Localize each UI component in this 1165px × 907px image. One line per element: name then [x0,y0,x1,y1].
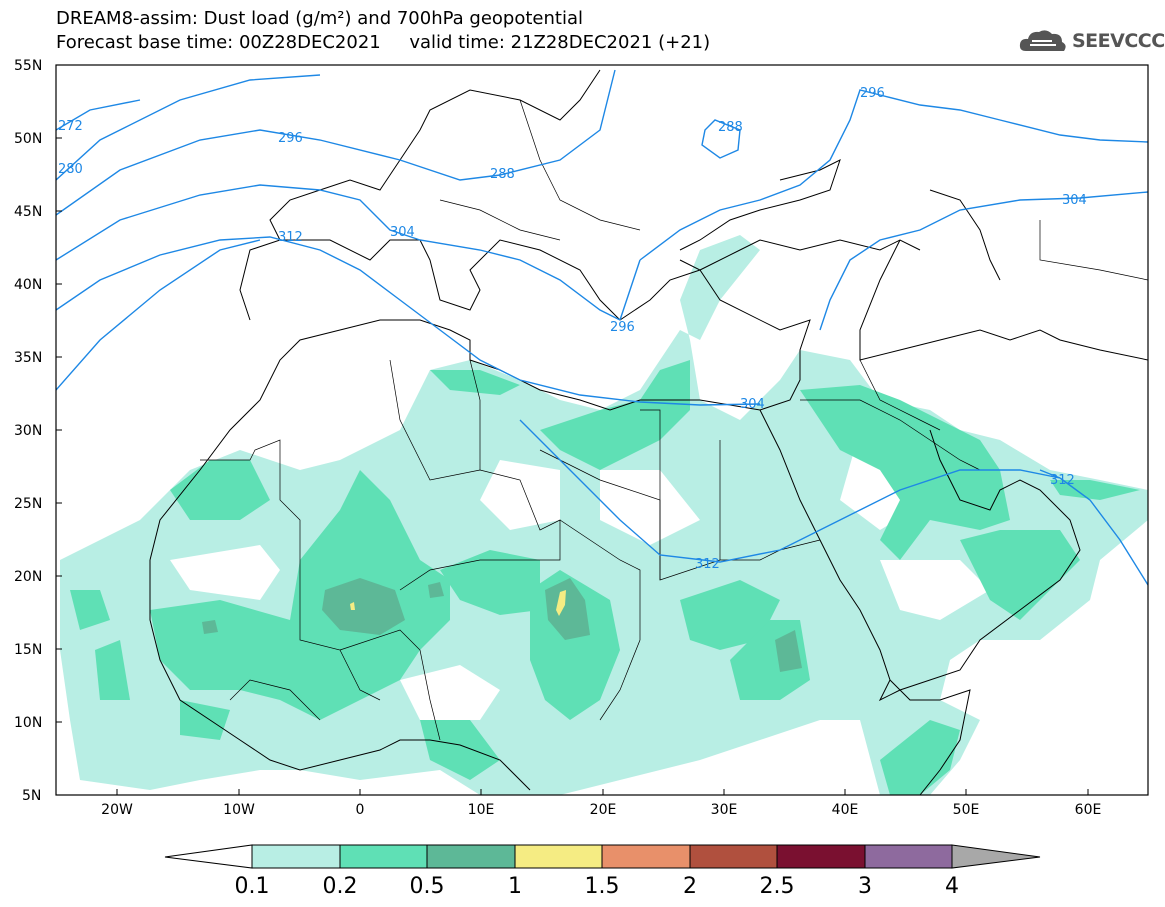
colorbar-bin-2 [339,844,428,869]
svg-text:40E: 40E [832,802,859,818]
colorbar-bin-1 [251,844,341,869]
colorbar-labels: 0.1 0.2 0.5 1 1.5 2 2.5 3 4 [235,874,960,899]
svg-text:10E: 10E [468,802,495,818]
svg-text:20N: 20N [14,569,42,585]
svg-text:30N: 30N [14,423,42,439]
svg-text:0.1: 0.1 [235,874,270,899]
svg-text:312: 312 [278,230,303,245]
colorbar-bin-5 [601,844,691,869]
svg-text:35N: 35N [14,350,42,366]
colorbar-bin-7 [776,844,866,869]
svg-text:10N: 10N [14,715,42,731]
colorbar-bin-3 [426,844,516,869]
svg-text:2: 2 [683,874,697,899]
map-plot-area: 272 280 296 288 296 288 304 312 296 304 … [56,65,1148,795]
colorbar-bin-8 [864,844,953,869]
svg-text:312: 312 [1050,473,1075,488]
longitude-labels: 20W 10W 0 10E 20E 30E 40E 50E 60E [101,802,1101,818]
svg-text:40N: 40N [14,277,42,293]
latitude-axis [56,64,62,723]
geopotential-contours [56,69,1148,586]
svg-text:60E: 60E [1075,802,1102,818]
logo-text: SEEVCCC [1072,30,1165,52]
colorbar-bin-4 [514,844,603,869]
svg-text:0.2: 0.2 [323,874,358,899]
svg-text:304: 304 [740,397,765,412]
colorbar-over-arrow [951,844,1041,869]
svg-text:45N: 45N [14,204,42,220]
seevccc-logo: SEEVCCC [1018,27,1165,55]
svg-text:20E: 20E [590,802,617,818]
svg-text:50N: 50N [14,131,42,147]
svg-text:5N: 5N [22,788,41,804]
svg-text:55N: 55N [14,58,42,74]
svg-text:15N: 15N [14,642,42,658]
country-borders [200,99,1148,741]
svg-text:20W: 20W [101,802,133,818]
svg-text:304: 304 [390,225,415,240]
svg-text:304: 304 [1062,193,1087,208]
svg-text:272: 272 [58,119,83,134]
latitude-labels: 55N 50N 45N 40N 35N 30N 25N 20N 15N 10N … [14,58,42,804]
svg-text:1.5: 1.5 [585,874,620,899]
svg-text:296: 296 [610,320,635,335]
svg-text:0: 0 [356,802,365,818]
svg-text:2.5: 2.5 [760,874,795,899]
cloud-icon [1019,30,1066,51]
colorbar-under-arrow [164,844,253,869]
svg-text:30E: 30E [711,802,738,818]
contour-labels: 272 280 296 288 296 288 304 312 296 304 … [58,86,1087,572]
svg-text:312: 312 [695,557,720,572]
svg-text:280: 280 [58,162,83,177]
svg-text:296: 296 [860,86,885,101]
map-title: DREAM8-assim: Dust load (g/m²) and 700hP… [56,8,583,29]
svg-text:10W: 10W [223,802,255,818]
svg-text:3: 3 [858,874,872,899]
svg-text:0.5: 0.5 [410,874,445,899]
svg-text:25N: 25N [14,496,42,512]
svg-text:1: 1 [508,874,522,899]
dust-high-areas [350,590,566,616]
coastlines [149,69,1148,795]
colorbar-bin-6 [689,844,778,869]
svg-text:50E: 50E [953,802,980,818]
forecast-times: Forecast base time: 00Z28DEC2021 valid t… [56,32,711,53]
svg-text:288: 288 [718,120,743,135]
colorbar [164,844,1041,869]
longitude-axis [116,789,1089,795]
svg-text:288: 288 [490,167,515,182]
svg-text:296: 296 [278,131,303,146]
dust-dark-areas [202,578,802,672]
svg-text:4: 4 [945,874,959,899]
